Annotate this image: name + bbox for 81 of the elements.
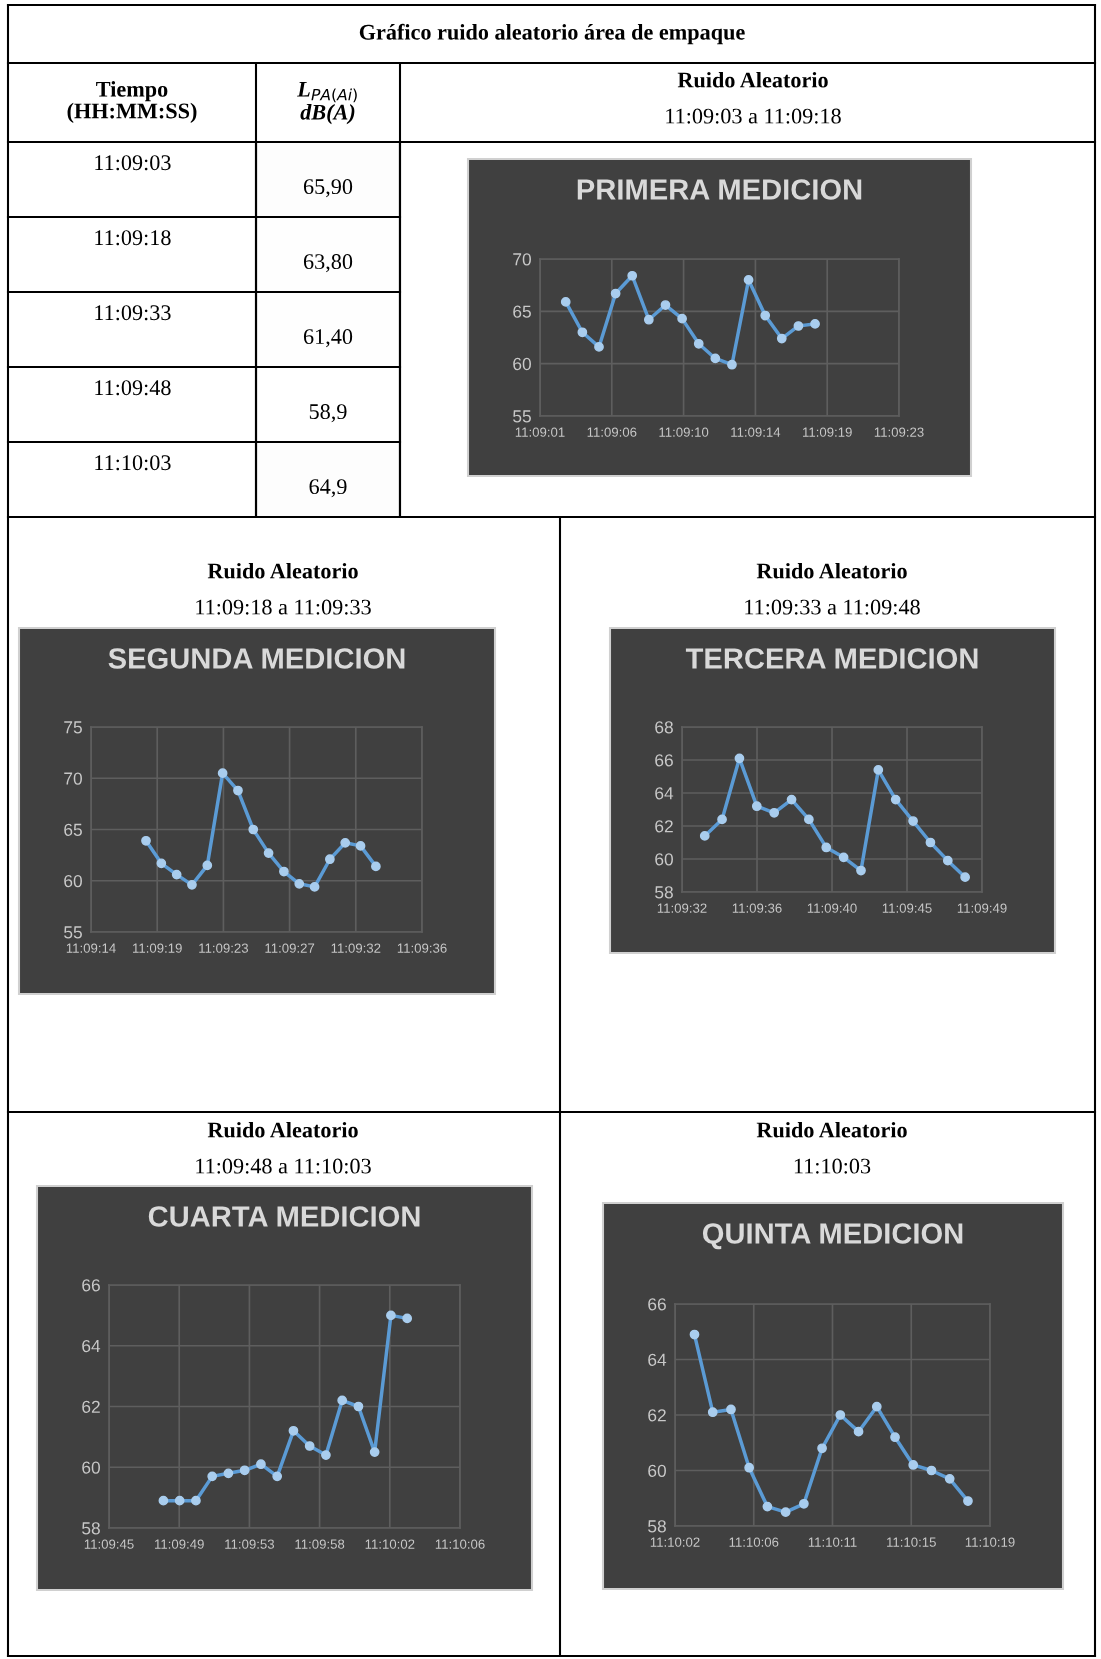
- y-tick-label: 58: [648, 1520, 666, 1533]
- x-tick-label: 11:09:49: [155, 1539, 204, 1549]
- x-tick-label: 11:09:32: [331, 943, 381, 953]
- x-tick-label: 11:09:06: [587, 427, 637, 437]
- x-tick-label: 11:09:14: [66, 943, 116, 953]
- y-tick-label: 64: [82, 1339, 101, 1353]
- y-tick-label: 11:09:18: [95, 230, 171, 246]
- y-tick-label: 55: [513, 410, 531, 423]
- y-tick-label: 64: [648, 1353, 667, 1366]
- data-label: 65,90: [303, 179, 353, 198]
- text: Ruido Aleatorio: [756, 1121, 907, 1138]
- y-tick-label: 58: [82, 1522, 100, 1535]
- chart-title: PRIMERA MEDICION: [577, 179, 862, 200]
- x-tick-label: 11:09:27: [265, 943, 315, 953]
- x-tick-label: 11:09:19: [803, 427, 852, 437]
- y-tick-label: 11:09:03: [95, 155, 171, 171]
- y-tick-label: 11:09:48: [95, 380, 171, 396]
- text: 11:09:48 a 11:10:03: [196, 1158, 371, 1174]
- x-tick-label: 11:10:15: [887, 1537, 936, 1547]
- x-tick-label: 11:09:40: [807, 903, 857, 913]
- y-tick-label: 64: [655, 787, 674, 800]
- x-tick-label: 11:09:10: [659, 427, 709, 437]
- text: 11:09:03 a 11:09:18: [666, 108, 841, 124]
- y-tick-label: 58: [655, 886, 673, 899]
- x-tick-label: 11:10:19: [965, 1537, 1015, 1547]
- x-tick-label: 11:09:14: [731, 427, 781, 437]
- text: 11:10:03: [794, 1158, 871, 1174]
- x-tick-label: 11:10:06: [729, 1537, 779, 1547]
- data-label: 61,40: [303, 329, 353, 348]
- x-tick-label: 11:10:06: [435, 1539, 485, 1549]
- y-tick-label: 60: [655, 853, 673, 866]
- text: Ruido Aleatorio: [207, 562, 358, 579]
- x-tick-label: 11:09:36: [732, 903, 782, 913]
- y-tick-label: 60: [648, 1464, 666, 1477]
- text: Ruido Aleatorio: [756, 562, 907, 579]
- x-tick-label: 11:10:02: [650, 1537, 700, 1547]
- x-tick-label: 11:09:45: [882, 903, 932, 913]
- text: Ruido Aleatorio: [677, 71, 828, 88]
- x-tick-label: 11:10:11: [808, 1537, 857, 1547]
- x-tick-label: 11:09:23: [874, 427, 924, 437]
- y-tick-label: 66: [655, 754, 673, 767]
- x-tick-label: 11:09:53: [225, 1539, 275, 1549]
- y-tick-label: 66: [82, 1279, 100, 1292]
- x-tick-label: 11:09:01: [515, 427, 565, 437]
- x-tick-label: 11:09:58: [295, 1539, 345, 1549]
- y-tick-label: 60: [513, 357, 531, 371]
- x-tick-label: 11:09:23: [199, 943, 249, 953]
- x-tick-label: 11:09:19: [133, 943, 182, 953]
- text: 11:09:18 a 11:09:33: [196, 599, 371, 615]
- x-tick-label: 11:09:49: [957, 903, 1007, 913]
- data-label: 63,80: [303, 254, 353, 273]
- y-tick-label: 66: [648, 1298, 666, 1311]
- chart-title: CUARTA MEDICION: [148, 1206, 420, 1227]
- y-tick-label: 65: [64, 823, 82, 836]
- chart-title: TERCERA MEDICION: [685, 648, 978, 669]
- y-tick-label: 11:09:33: [95, 305, 171, 321]
- y-tick-label: 68: [655, 721, 673, 734]
- y-tick-label: 60: [82, 1461, 100, 1474]
- text: Gráfico ruido aleatorio área de empaque: [359, 23, 745, 45]
- y-tick-label: 65: [513, 305, 531, 318]
- y-axis-title: Tiempo (HH:MM:SS): [67, 81, 197, 123]
- x-tick-label: 11:09:36: [397, 943, 447, 953]
- y-tick-label: 62: [82, 1400, 100, 1413]
- y-tick-label: 70: [64, 772, 82, 785]
- data-label: 64,9: [309, 479, 347, 498]
- x-tick-label: L$_{PA(Ai)}$ dB(A): [297, 82, 357, 125]
- y-tick-label: 60: [64, 874, 82, 888]
- text: Ruido Aleatorio: [207, 1121, 358, 1138]
- data-label: 58,9: [309, 404, 347, 423]
- y-tick-label: 62: [655, 820, 673, 833]
- y-tick-label: 70: [513, 253, 531, 266]
- x-tick-label: 11:09:45: [84, 1539, 134, 1549]
- chart-title: QUINTA MEDICION: [702, 1223, 963, 1250]
- x-tick-label: 11:09:32: [657, 903, 707, 913]
- y-tick-label: 11:10:03: [95, 455, 171, 471]
- y-tick-label: 75: [64, 721, 82, 734]
- chart-title: SEGUNDA MEDICION: [108, 648, 405, 669]
- y-tick-label: 62: [648, 1409, 666, 1422]
- text: 11:09:33 a 11:09:48: [745, 599, 920, 615]
- x-tick-label: 11:10:02: [365, 1539, 415, 1549]
- y-tick-label: 55: [64, 926, 82, 939]
